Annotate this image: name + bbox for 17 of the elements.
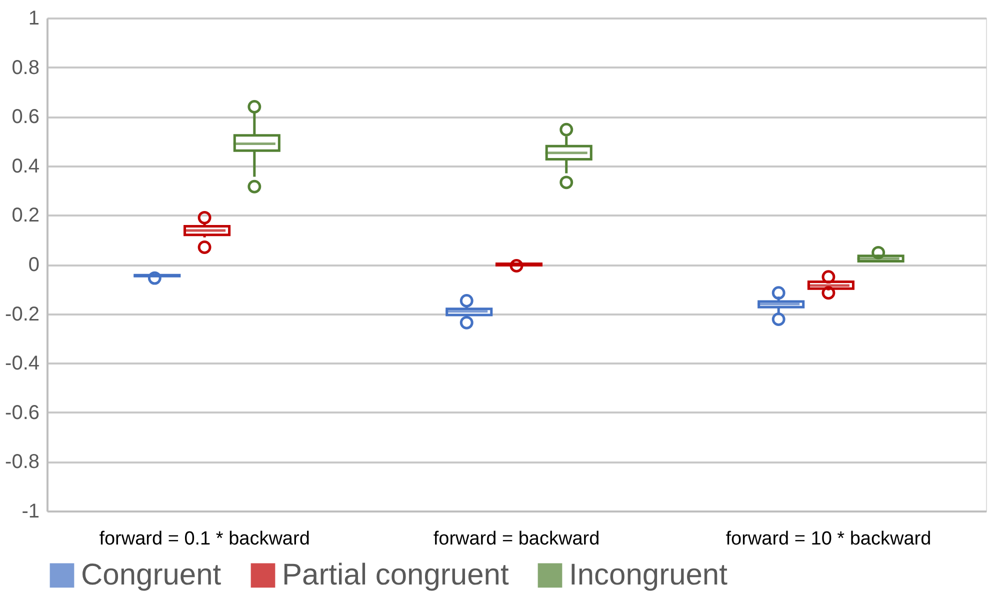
legend-label: Partial congruent [282,558,510,592]
y-tick-label: 0 [28,254,40,276]
y-tick-label: 0.4 [12,155,40,178]
legend-label: Incongruent [569,558,728,592]
y-tick-label: 0.8 [12,56,40,79]
x-tick-label: forward = 0.1 * backward [99,528,310,550]
y-tick-label: 0.6 [12,106,40,128]
y-tick-label: 0.2 [12,204,40,227]
legend-label: Congruent [81,558,222,592]
x-tick-label: forward = 10 * backward [726,528,932,550]
y-tick-label: -0.8 [5,451,40,474]
y-tick-label: -0.6 [5,402,40,424]
y-tick-label: -0.4 [5,352,40,375]
y-tick-label: -1 [22,500,40,522]
y-tick-label: -0.2 [5,303,40,326]
y-tick-label: 1 [28,8,40,30]
x-tick-label: forward = backward [433,528,600,550]
